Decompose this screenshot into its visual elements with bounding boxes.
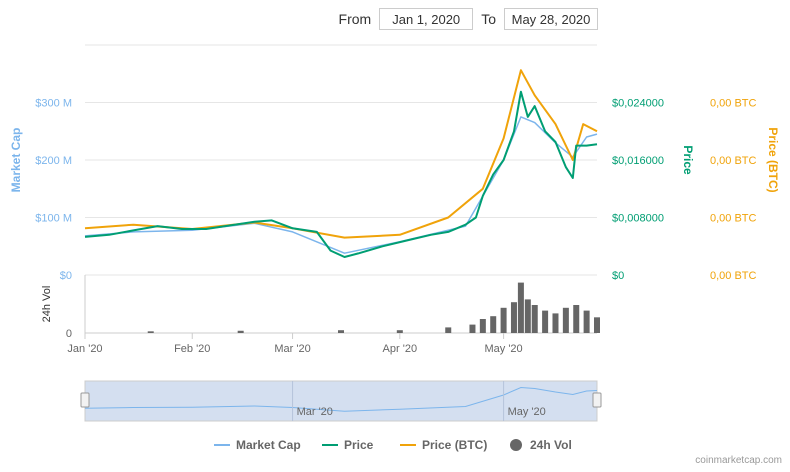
price-tick-label: $0,024000: [612, 98, 664, 110]
price-btc-tick-label: 0,00 BTC: [710, 213, 757, 225]
price-btc-tick-label: 0,00 BTC: [710, 155, 757, 167]
volume-bar: [594, 317, 600, 333]
x-tick-label: Feb '20: [174, 343, 210, 355]
legend-item[interactable]: 24h Vol: [510, 438, 572, 452]
navigator-label: Mar '20: [297, 406, 333, 418]
legend-item[interactable]: Price: [322, 438, 374, 452]
x-tick-label: Mar '20: [274, 343, 310, 355]
navigator-series-line: [84, 386, 598, 412]
volume-bar: [583, 310, 590, 333]
market-cap-axis-title: Market Cap: [9, 128, 23, 193]
navigator-left-handle[interactable]: [80, 392, 90, 408]
navigator-label: May '20: [508, 406, 546, 418]
market-cap-line: [84, 116, 598, 254]
legend-item[interactable]: Price (BTC): [400, 438, 487, 452]
legend-symbol: [510, 439, 522, 451]
price-line: [84, 90, 598, 258]
volume-bar: [490, 316, 497, 333]
volume-bar: [147, 331, 154, 333]
date-range-selector: From To: [331, 8, 598, 30]
chart-credit[interactable]: coinmarketcap.com: [695, 455, 782, 466]
market-cap-tick-label: $0: [60, 270, 72, 282]
price-tick-label: $0,016000: [612, 155, 664, 167]
x-tick-label: Jan '20: [67, 343, 102, 355]
legend-label[interactable]: Price (BTC): [422, 438, 487, 452]
volume-bar: [562, 307, 569, 333]
market-cap-tick-label: $200 M: [35, 155, 72, 167]
volume-bar: [469, 324, 476, 333]
navigator[interactable]: Mar '20 May '20: [80, 380, 602, 422]
volume-bar: [524, 299, 531, 333]
volume-bar: [517, 282, 524, 333]
volume-bar: [573, 305, 580, 333]
x-tick-label: Apr '20: [383, 343, 418, 355]
price-btc-axis-title: Price (BTC): [766, 127, 780, 192]
navigator-right-handle[interactable]: [592, 392, 602, 408]
volume-bar: [338, 330, 344, 333]
legend-label[interactable]: Price: [344, 438, 374, 452]
volume-bar: [510, 302, 517, 333]
to-label: To: [481, 11, 496, 27]
volume-bar: [479, 319, 486, 333]
volume-bar: [445, 327, 452, 333]
price-tick-label: $0: [612, 270, 624, 282]
price-axis-title: Price: [681, 145, 695, 175]
price-btc-tick-label: 0,00 BTC: [710, 270, 757, 282]
from-label: From: [338, 11, 372, 27]
volume-bar: [396, 330, 403, 333]
volume-bar: [552, 313, 559, 333]
volume-bar: [500, 307, 507, 333]
legend: Market Cap Price Price (BTC) 24h Vol: [214, 438, 572, 452]
volume-series: [147, 282, 600, 333]
x-tick-label: May '20: [485, 343, 523, 355]
price-btc-tick-label: 0,00 BTC: [710, 98, 757, 110]
volume-bar: [531, 305, 538, 333]
from-date-input[interactable]: [379, 8, 474, 30]
volume-bar: [237, 330, 244, 333]
to-date-input[interactable]: [504, 8, 598, 30]
price-tick-label: $0,008000: [612, 213, 664, 225]
market-cap-tick-label: $300 M: [35, 98, 72, 110]
legend-item[interactable]: Market Cap: [214, 438, 301, 452]
legend-label[interactable]: 24h Vol: [530, 438, 572, 452]
market-cap-tick-label: $100 M: [35, 213, 72, 225]
volume-tick-label: 0: [66, 328, 72, 340]
volume-axis-title: 24h Vol: [41, 286, 53, 323]
volume-bar: [542, 310, 549, 333]
legend-label[interactable]: Market Cap: [236, 438, 301, 452]
